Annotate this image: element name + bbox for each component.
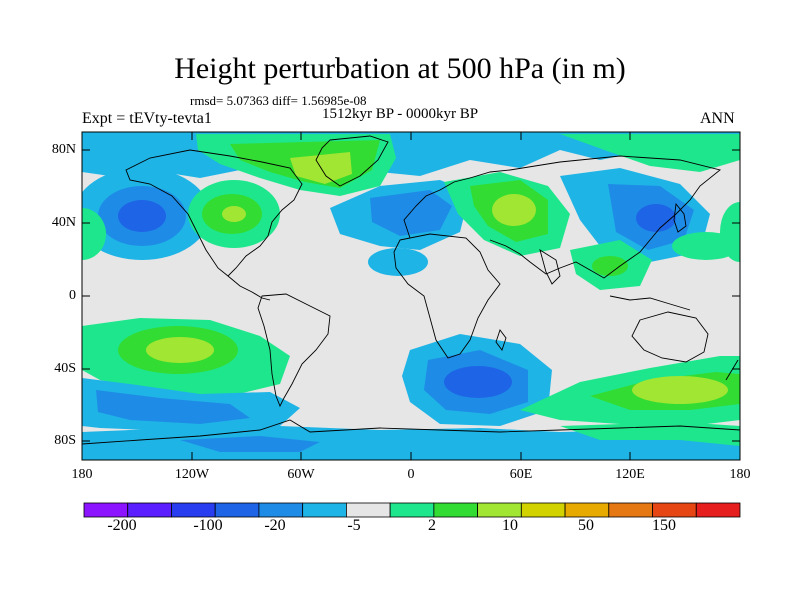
coast-india	[539, 249, 561, 285]
colorbar-label: 50	[578, 517, 594, 534]
lat-label: 80N	[51, 142, 76, 157]
plot-subtitle: 1512kyr BP - 0000kyr BP	[322, 106, 479, 122]
stats-line: rmsd= 5.07363 diff= 1.56985e-08	[190, 93, 367, 108]
namerica-yellow	[222, 206, 246, 222]
coast-indonesia	[609, 295, 691, 311]
coast-europe	[403, 169, 511, 239]
colorbar-swatch	[520, 502, 566, 518]
plot-title: Height perturbation at 500 hPa (in m)	[174, 52, 626, 85]
colorbar-swatch	[608, 502, 653, 518]
coastlines	[82, 135, 740, 445]
colorbar-label: -5	[347, 517, 361, 534]
colorbar-swatch	[302, 502, 347, 518]
spac-yellow	[146, 337, 214, 363]
eurasia-yellow	[492, 194, 536, 226]
colorbar-label: -100	[193, 517, 223, 534]
colorbar-label: -200	[107, 517, 137, 534]
colorbar-label: 10	[502, 517, 518, 534]
atlantic-mid-blue	[370, 190, 452, 236]
coast-central-america	[227, 275, 271, 301]
colorbar-swatch	[214, 502, 260, 518]
coast-japan	[673, 202, 687, 233]
lon-label: 60W	[287, 467, 315, 482]
sindian-blue-core	[444, 366, 512, 398]
coast-south-america	[257, 293, 331, 408]
lon-label: 180	[71, 467, 93, 482]
east-edge-green	[720, 202, 740, 262]
colorbar	[83, 502, 741, 518]
coast-new-zealand	[725, 359, 739, 381]
lat-label: 80S	[54, 433, 76, 448]
antarctic-mid-blue	[180, 436, 320, 452]
lon-label: 180	[729, 467, 751, 482]
experiment-label: Expt = tEVty-tevta1	[82, 110, 212, 127]
coast-africa	[393, 233, 501, 359]
lon-label: 120E	[615, 467, 645, 482]
coast-greenland	[315, 135, 389, 187]
colorbar-swatch	[345, 502, 391, 518]
lon-label: 60E	[509, 467, 533, 482]
coast-antarctica	[82, 419, 740, 445]
australia-south-yellow	[632, 376, 728, 404]
west-edge-green	[82, 208, 106, 260]
colorbar-swatch	[389, 502, 435, 518]
spac-mid-blue	[96, 390, 250, 424]
colorbar-swatch	[171, 502, 216, 518]
colorbar-swatch	[477, 502, 522, 518]
coast-eurasia	[489, 155, 721, 279]
lat-label: 40N	[51, 215, 76, 230]
npac-blue-core	[118, 200, 166, 232]
colorbar-label: 150	[652, 517, 676, 534]
season-label: ANN	[700, 110, 735, 127]
colorbar-swatch	[258, 502, 304, 518]
coast-australia	[631, 311, 709, 363]
arctic-green-right	[560, 134, 740, 172]
lat-label: 40S	[54, 361, 76, 376]
coast-north-america	[125, 149, 303, 277]
colorbar-swatch	[83, 502, 129, 518]
colorbar-swatch	[652, 502, 697, 518]
colorbar-label: 2	[428, 517, 436, 534]
colorbar-swatch	[433, 502, 478, 518]
antarctic-green-right	[560, 422, 740, 446]
siberia-blue-core	[636, 204, 676, 232]
africa-west-light-blue	[368, 248, 428, 276]
axis-ticks	[81, 132, 741, 460]
asia-south-lime	[592, 256, 628, 276]
colorbar-label: -20	[264, 517, 286, 534]
coast-madagascar	[495, 329, 507, 351]
colorbar-swatch	[695, 502, 741, 518]
colorbar-swatch	[564, 502, 610, 518]
lon-label: 120W	[174, 467, 210, 482]
map-field	[82, 132, 740, 460]
lat-label: 0	[69, 288, 76, 303]
lon-label: 0	[407, 467, 415, 482]
colorbar-swatch	[127, 502, 172, 518]
